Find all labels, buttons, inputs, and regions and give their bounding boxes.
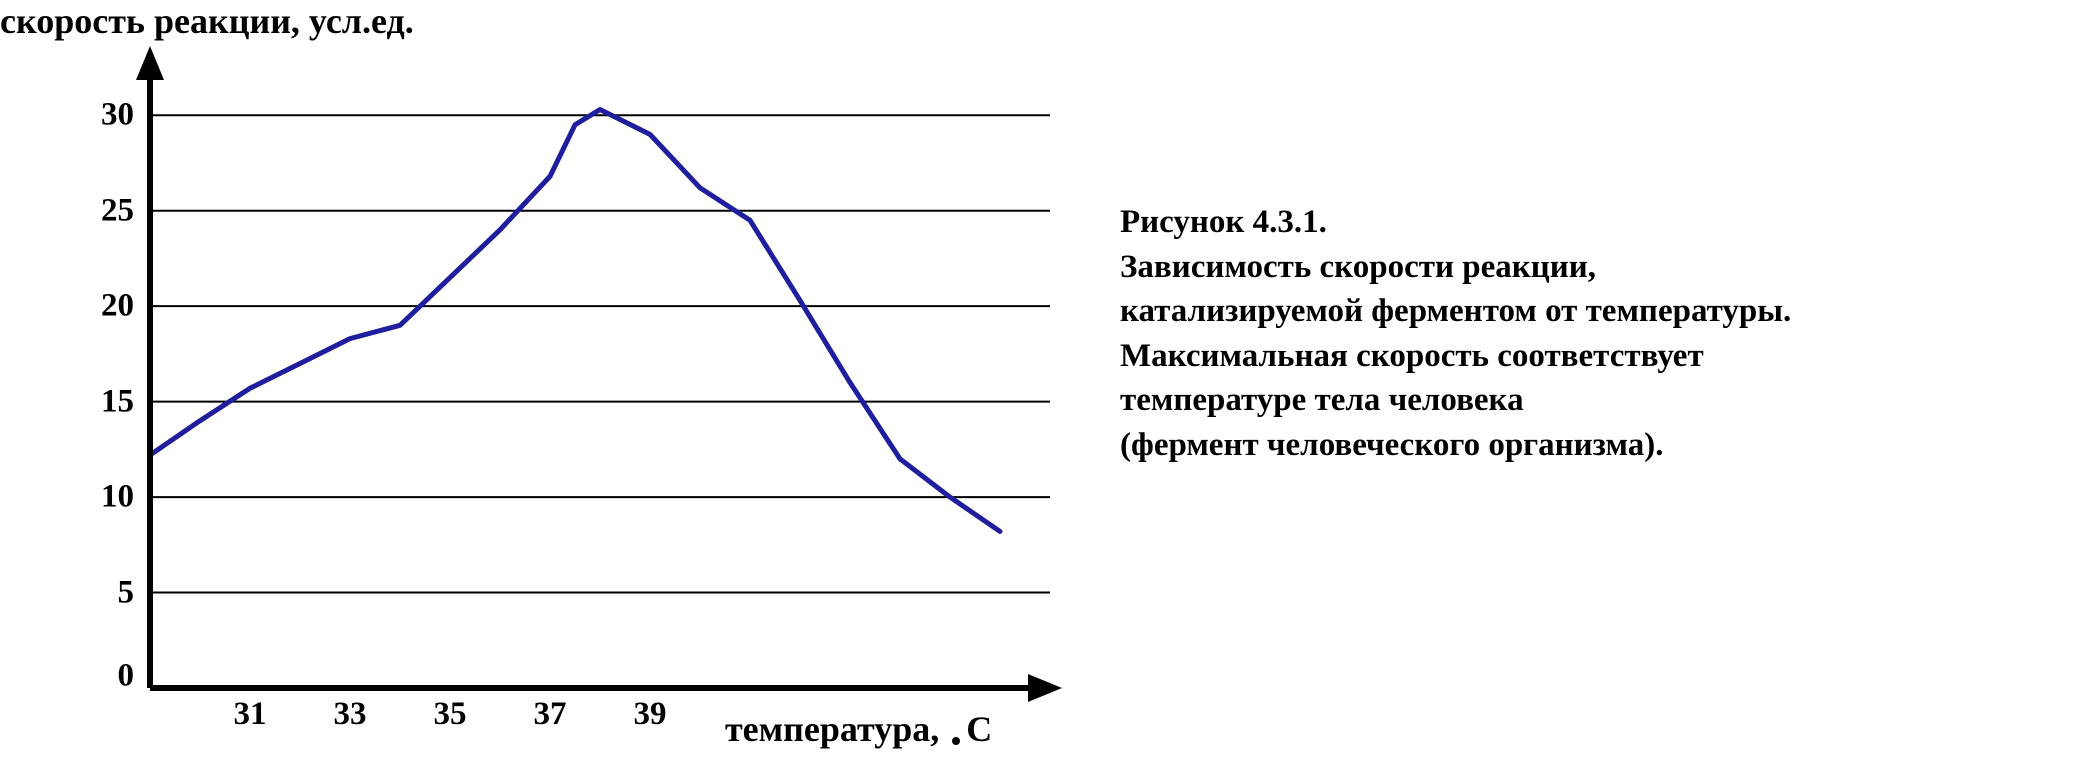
caption-line-3: катализируемой ферментом от температуры.	[1120, 289, 2075, 334]
caption-line-2: Зависимость скорости реакции,	[1120, 245, 2075, 290]
chart-plot-area: 051015202530 313335373941434547	[150, 58, 1050, 688]
caption-line-5: температуре тела человека	[1120, 378, 2075, 423]
y-tick-label: 0	[118, 658, 135, 695]
caption-line-1: Рисунок 4.3.1.	[1120, 200, 2075, 245]
page-root: скорость реакции, усл.ед. 051015202530 3…	[0, 0, 2095, 784]
y-tick-label: 15	[101, 383, 134, 420]
x-axis-label-unit: C	[966, 709, 992, 749]
caption-column: Рисунок 4.3.1. Зависимость скорости реак…	[1100, 0, 2095, 784]
y-tick-label: 25	[101, 192, 134, 229]
y-tick-label: 10	[101, 479, 134, 516]
x-tick-label: 31	[234, 696, 267, 733]
y-tick-label: 30	[101, 97, 134, 134]
y-axis-label: скорость реакции, усл.ед.	[0, 0, 414, 42]
chart-svg	[150, 58, 1050, 688]
chart-column: скорость реакции, усл.ед. 051015202530 3…	[0, 0, 1100, 784]
x-tick-label: 39	[634, 696, 667, 733]
x-tick-label: 35	[434, 696, 467, 733]
x-tick-label: 33	[334, 696, 367, 733]
caption-line-6: (фермент человеческого организма).	[1120, 423, 2075, 468]
caption-line-4: Максимальная скорость соответствует	[1120, 334, 2075, 379]
x-tick-label: 37	[534, 696, 567, 733]
x-axis-label: температура, C	[725, 708, 992, 750]
x-axis-label-text: температура,	[725, 709, 939, 749]
y-tick-label: 20	[101, 288, 134, 325]
degree-dot-icon	[952, 737, 960, 745]
y-tick-label: 5	[118, 574, 135, 611]
